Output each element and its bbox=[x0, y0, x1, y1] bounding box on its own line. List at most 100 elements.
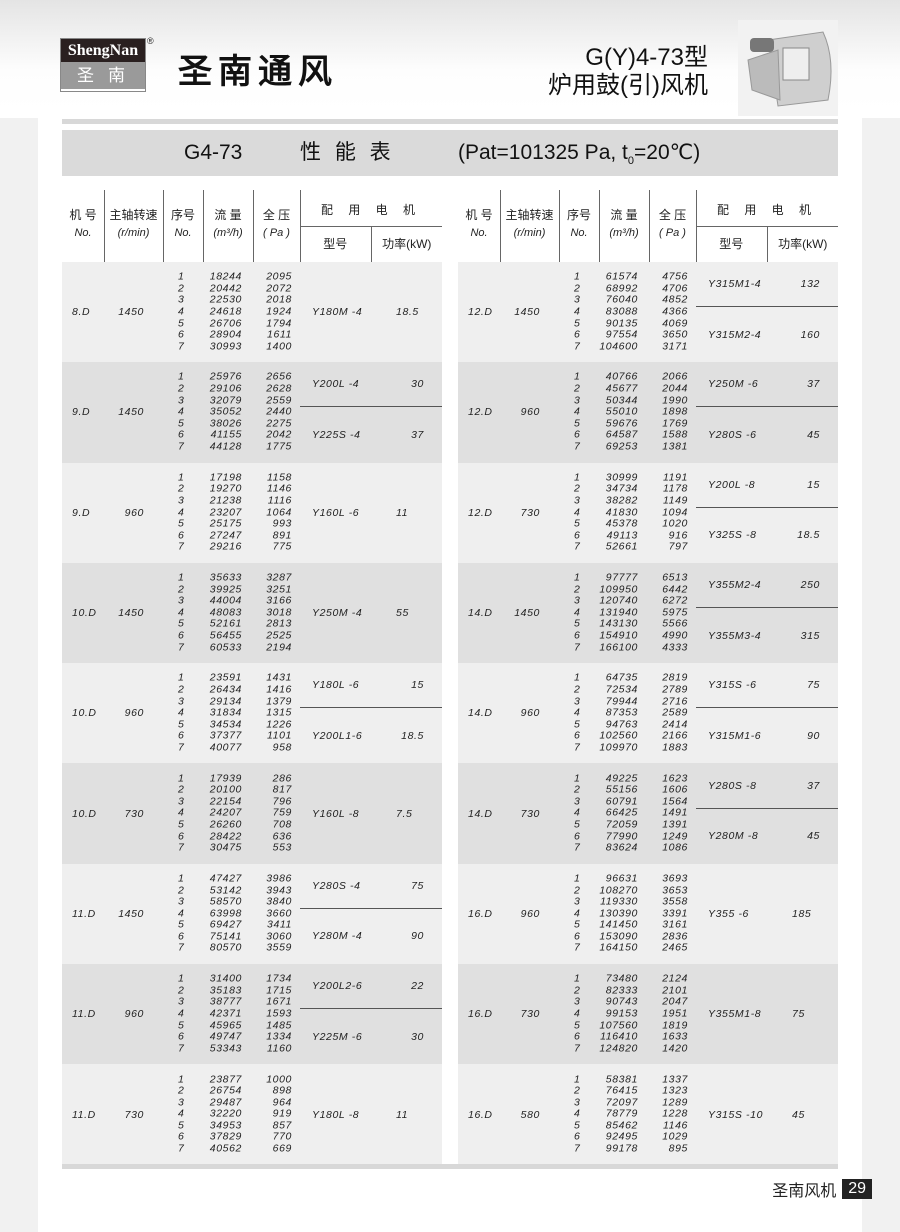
sequence-number: 4 bbox=[178, 907, 185, 920]
flow-value: 96631 bbox=[605, 872, 638, 885]
flow-value: 31400 bbox=[209, 972, 242, 985]
sequence-number: 1 bbox=[178, 972, 185, 985]
flow-value: 116410 bbox=[600, 1030, 638, 1043]
performance-point: 4 24618 1924 bbox=[170, 306, 298, 318]
sequence-number: 1 bbox=[178, 1072, 185, 1085]
sequence-number: 2 bbox=[178, 382, 185, 395]
sequence-number: 7 bbox=[574, 440, 581, 453]
motor-power: 45 bbox=[807, 429, 820, 441]
flow-value: 72097 bbox=[605, 1096, 638, 1109]
flow-value: 23207 bbox=[209, 505, 242, 518]
pressure-value: 3943 bbox=[266, 883, 292, 896]
flow-value: 37377 bbox=[209, 729, 242, 742]
sequence-number: 4 bbox=[574, 405, 581, 418]
flow-value: 30993 bbox=[209, 340, 242, 353]
motor-option: Y200L -4 30 bbox=[300, 362, 442, 406]
performance-point: 4 48083 3018 bbox=[170, 607, 298, 619]
motor-power: 55 bbox=[396, 607, 409, 620]
motor-option: Y200L1-6 18.5 bbox=[300, 707, 442, 763]
footer-divider bbox=[62, 1164, 838, 1169]
motor-model: Y200L -4 bbox=[312, 378, 360, 391]
fan-number: 14.D bbox=[468, 707, 493, 720]
speed: 960 bbox=[520, 707, 540, 720]
sequence-number: 2 bbox=[574, 783, 581, 796]
motor-model: Y280S -4 bbox=[312, 879, 361, 892]
performance-point: 2 29106 2628 bbox=[170, 383, 298, 395]
performance-point: 7 30475 553 bbox=[170, 842, 298, 855]
flow-value: 76415 bbox=[605, 1084, 638, 1097]
performance-point: 4 78779 1228 bbox=[566, 1107, 694, 1121]
flow-value: 85462 bbox=[605, 1119, 638, 1132]
motor-power: 11 bbox=[396, 1108, 409, 1121]
performance-point: 5 38026 2275 bbox=[170, 418, 298, 430]
pressure-value: 1588 bbox=[662, 428, 688, 441]
logo: ShengNan 圣南 bbox=[60, 38, 146, 92]
sequence-number: 7 bbox=[178, 1042, 185, 1055]
flow-value: 83624 bbox=[605, 841, 638, 854]
performance-point: 4 24207 759 bbox=[170, 806, 298, 820]
title-bar: G4-73 性 能 表 (Pat=101325 Pa, t0=20℃) bbox=[62, 130, 838, 176]
sequence-number: 4 bbox=[574, 907, 581, 920]
performance-point: 2 20100 817 bbox=[170, 784, 298, 797]
flow-value: 69427 bbox=[209, 918, 242, 931]
table-model: G4-73 bbox=[184, 141, 243, 164]
motor-model: Y355M3-4 bbox=[708, 629, 762, 642]
fan-group-row: 9.D 1450 1 25976 2656 2 29106 2628 3 32079 2559 4 35… bbox=[62, 362, 442, 463]
flow-value: 87353 bbox=[605, 706, 638, 719]
flow-value: 68992 bbox=[605, 282, 638, 295]
performance-point: 1 61574 4756 bbox=[566, 271, 694, 284]
flow-value: 45677 bbox=[605, 382, 638, 395]
performance-point: 5 69427 3411 bbox=[170, 918, 298, 932]
performance-point: 1 64735 2819 bbox=[566, 671, 694, 685]
sequence-number: 3 bbox=[574, 895, 581, 908]
motor-option: Y315S -10 45 bbox=[696, 1064, 838, 1164]
performance-point: 2 20442 2072 bbox=[170, 283, 298, 295]
fan-group-row: 14.D 1450 1 97777 6513 2 109950 6442 3 120740 6272… bbox=[458, 562, 838, 664]
page-margin-right bbox=[862, 118, 900, 1232]
flow-value: 108270 bbox=[599, 883, 638, 896]
sequence-number: 7 bbox=[574, 340, 581, 353]
pressure-value: 1086 bbox=[662, 841, 688, 854]
sequence-number: 6 bbox=[178, 328, 185, 341]
pressure-value: 1715 bbox=[266, 984, 292, 997]
speed: 960 bbox=[520, 907, 540, 920]
flow-value: 27247 bbox=[209, 529, 242, 542]
flow-value: 45965 bbox=[209, 1019, 242, 1032]
flow-value: 30999 bbox=[605, 471, 638, 484]
performance-points: 1 35633 3287 2 39925 3251 3 44004 3166 4 48083 3018… bbox=[170, 572, 298, 653]
speed: 1450 bbox=[118, 907, 144, 920]
performance-point: 3 60791 1564 bbox=[566, 796, 694, 808]
flow-value: 78779 bbox=[605, 1107, 638, 1120]
flow-value: 130390 bbox=[599, 907, 638, 920]
motor-model: Y200L2-6 bbox=[312, 980, 363, 993]
sequence-number: 5 bbox=[178, 1119, 185, 1132]
sequence-number: 3 bbox=[574, 995, 581, 1008]
pressure-value: 2465 bbox=[662, 941, 688, 954]
pressure-value: 1400 bbox=[266, 340, 292, 353]
pressure-value: 2813 bbox=[266, 617, 292, 630]
flow-value: 44128 bbox=[209, 440, 242, 453]
conditions-subscript: 0 bbox=[627, 155, 635, 168]
column-no-label: 机 号 bbox=[69, 208, 97, 222]
pressure-value: 669 bbox=[272, 1142, 292, 1155]
motor-options: Y250M -6 37 Y280S -6 45 bbox=[696, 362, 838, 462]
sequence-number: 2 bbox=[178, 583, 185, 596]
flow-value: 64735 bbox=[605, 671, 638, 684]
pressure-value: 2819 bbox=[662, 671, 688, 684]
column-speed: 主轴转速 (r/min) bbox=[104, 190, 164, 262]
flow-value: 24207 bbox=[209, 806, 242, 819]
performance-point: 7 30993 1400 bbox=[170, 341, 298, 353]
pressure-value: 1064 bbox=[266, 505, 292, 518]
pressure-value: 1381 bbox=[662, 440, 688, 453]
logo-zh: 圣南 bbox=[61, 62, 145, 89]
page-margin-left bbox=[0, 118, 38, 1232]
pressure-value: 2124 bbox=[662, 972, 688, 985]
performance-point: 5 34953 857 bbox=[170, 1120, 298, 1132]
sequence-number: 2 bbox=[574, 382, 581, 395]
sequence-number: 5 bbox=[178, 316, 185, 329]
fan-group-row: 10.D 730 1 17939 286 2 20100 817 3 22154 796 4 24207… bbox=[62, 763, 442, 864]
flow-value: 41830 bbox=[605, 505, 638, 518]
pressure-value: 2656 bbox=[266, 370, 292, 383]
performance-point: 2 72534 2789 bbox=[566, 684, 694, 696]
performance-point: 7 40077 958 bbox=[170, 742, 298, 754]
